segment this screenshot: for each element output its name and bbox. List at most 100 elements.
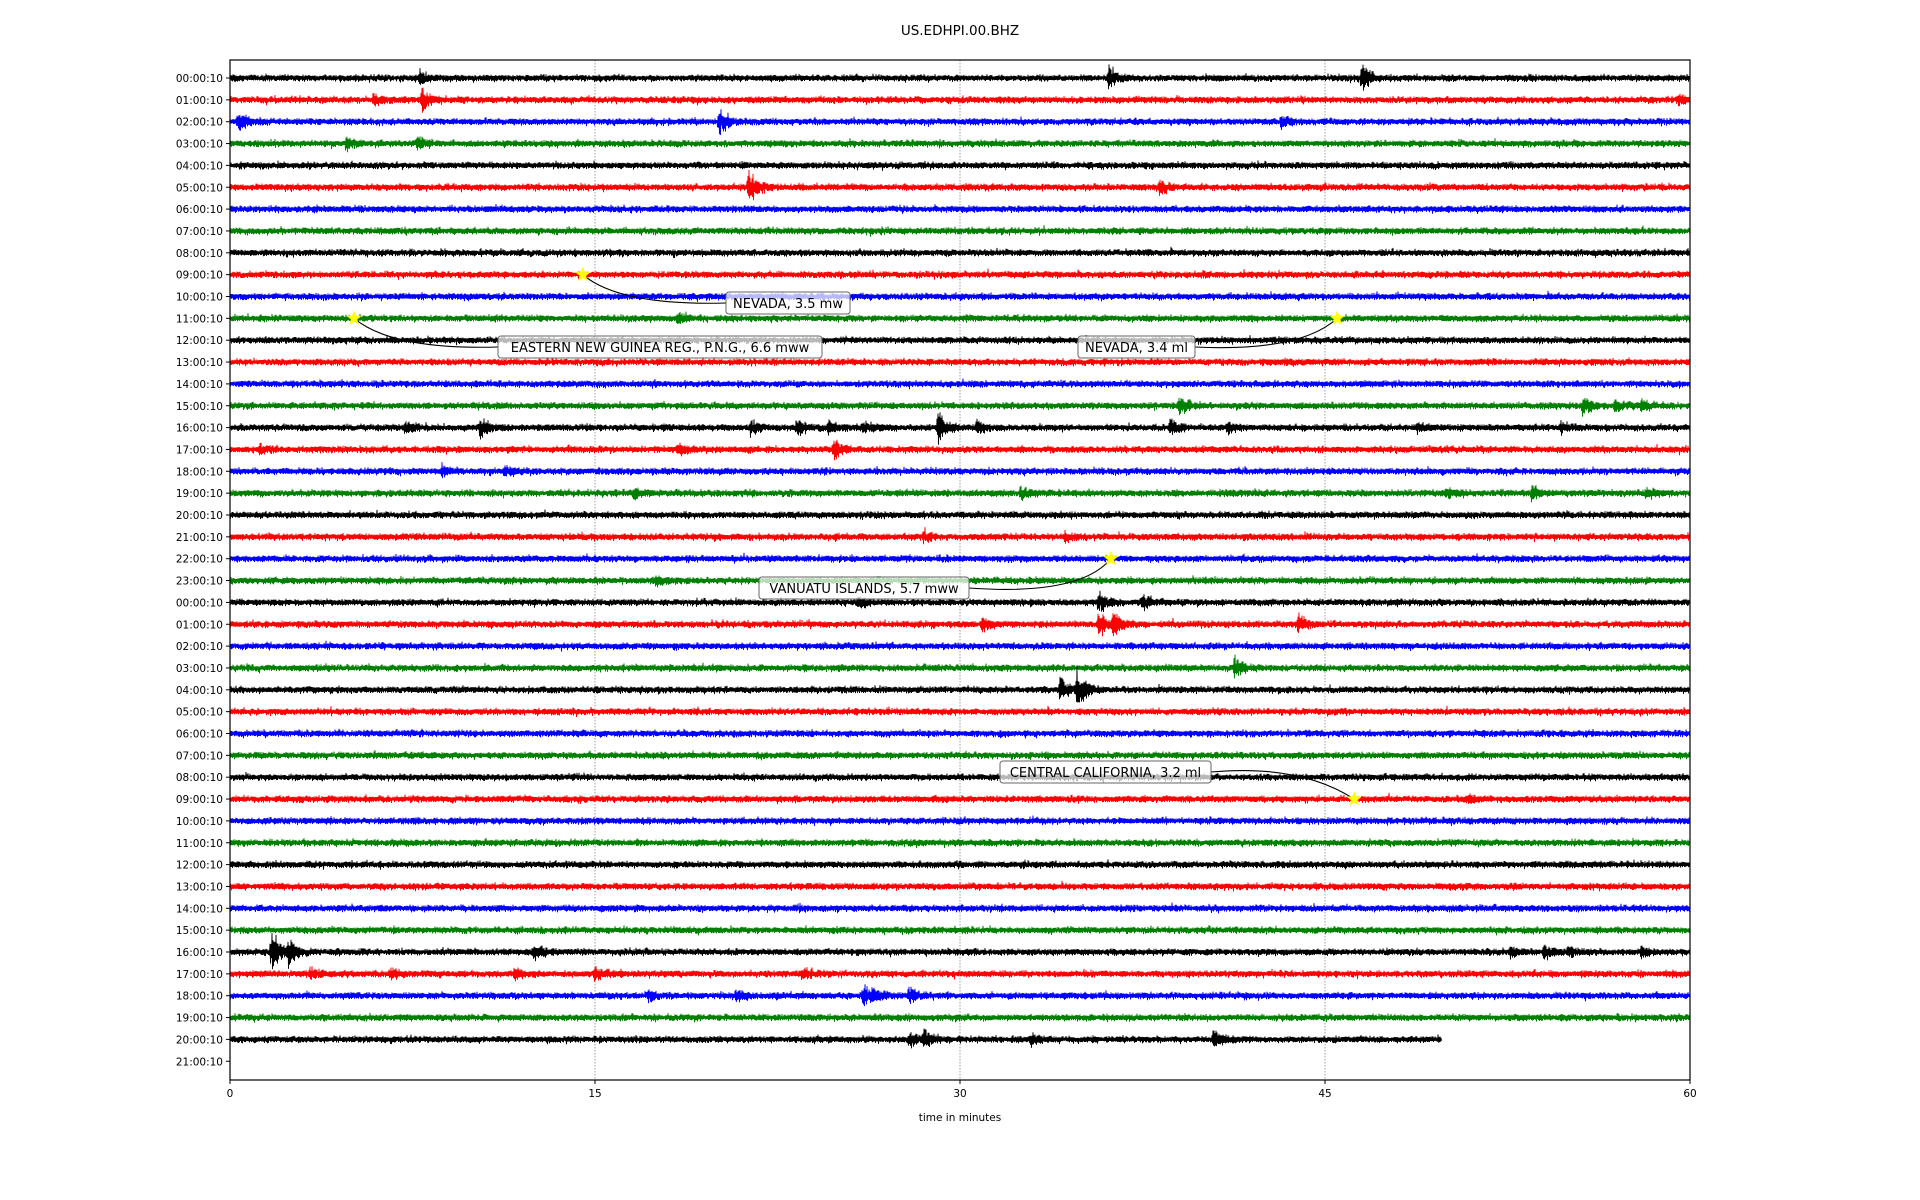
y-tick-label: 09:00:10 (176, 270, 223, 282)
y-tick-label: 08:00:10 (176, 248, 223, 260)
annotation-leader-line (968, 558, 1112, 590)
y-tick-label: 19:00:10 (176, 1013, 223, 1025)
event-annotation: NEVADA, 3.5 mw (575, 266, 851, 315)
y-tick-label: 18:00:10 (176, 466, 223, 478)
trace-row-10 (229, 290, 1691, 303)
chart-title: US.EDHPI.00.BHZ (901, 23, 1019, 39)
trace-row-25 (229, 612, 1691, 637)
y-tick-label: 17:00:10 (176, 969, 223, 981)
y-tick-label: 03:00:10 (176, 139, 223, 151)
annotation-label: CENTRAL CALIFORNIA, 3.2 ml (1010, 766, 1201, 781)
trace-row-18 (229, 462, 1691, 479)
trace-row-12 (229, 334, 1691, 346)
traces (229, 64, 1691, 1049)
trace-row-35 (229, 837, 1691, 849)
trace-row-16 (229, 412, 1691, 445)
y-tick-label: 02:00:10 (176, 117, 223, 129)
trace-row-9 (229, 268, 1691, 280)
trace-row-15 (229, 397, 1691, 417)
event-annotations: NEVADA, 3.5 mw EASTERN NEW GUINEA REG., P… (346, 266, 1362, 806)
trace-row-28 (229, 666, 1691, 703)
x-tick-label: 45 (1318, 1088, 1331, 1100)
y-tick-label: 13:00:10 (176, 357, 223, 369)
trace-row-41 (229, 966, 1691, 982)
trace-row-22 (229, 552, 1691, 564)
event-star-icon (1329, 310, 1345, 325)
trace-row-40 (229, 932, 1691, 970)
grid-lines (594, 60, 1326, 1080)
trace-row-5 (229, 169, 1691, 201)
y-tick-label: 03:00:10 (176, 663, 223, 675)
trace-row-44 (229, 1028, 1442, 1049)
trace-row-19 (229, 485, 1691, 503)
trace-row-20 (229, 509, 1691, 521)
annotation-box (999, 760, 1212, 784)
trace-row-8 (229, 246, 1691, 259)
trace-row-34 (229, 815, 1691, 827)
y-tick-label: 07:00:10 (176, 750, 223, 762)
y-tick-label: 00:00:10 (176, 73, 223, 85)
y-tick-label: 01:00:10 (176, 95, 223, 107)
y-tick-label: 05:00:10 (176, 707, 223, 719)
x-axis-label: time in minutes (919, 1112, 1001, 1124)
y-tick-label: 10:00:10 (176, 816, 223, 828)
y-tick-label: 20:00:10 (176, 1034, 223, 1046)
y-tick-label: 01:00:10 (176, 619, 223, 631)
y-tick-label: 08:00:10 (176, 772, 223, 784)
y-tick-label: 04:00:10 (176, 160, 223, 172)
y-tick-label: 07:00:10 (176, 226, 223, 238)
annotation-label: NEVADA, 3.4 ml (1085, 341, 1188, 356)
trace-row-37 (229, 880, 1691, 892)
annotation-label: NEVADA, 3.5 mw (733, 297, 843, 312)
trace-row-3 (229, 136, 1691, 153)
y-axis: 00:00:10 01:00:10 02:00:10 03:00:10 04:00:10… (176, 73, 230, 1068)
y-tick-label: 22:00:10 (176, 554, 223, 566)
y-tick-label: 11:00:10 (176, 838, 223, 850)
y-tick-label: 09:00:10 (176, 794, 223, 806)
annotation-leader-line (1194, 317, 1338, 349)
y-tick-label: 06:00:10 (176, 204, 223, 216)
trace-row-14 (229, 378, 1691, 390)
trace-row-13 (229, 356, 1691, 367)
event-annotation: CENTRAL CALIFORNIA, 3.2 ml (999, 760, 1362, 806)
trace-row-6 (229, 203, 1691, 214)
trace-row-0 (229, 64, 1691, 91)
y-tick-label: 13:00:10 (176, 881, 223, 893)
trace-row-11 (229, 311, 1691, 324)
trace-row-32 (229, 771, 1691, 783)
y-tick-label: 16:00:10 (176, 947, 223, 959)
y-tick-label: 21:00:10 (176, 1056, 223, 1068)
trace-row-39 (229, 924, 1691, 936)
y-tick-label: 11:00:10 (176, 313, 223, 325)
event-star-icon (575, 266, 591, 282)
y-tick-label: 23:00:10 (176, 576, 223, 588)
event-star-icon (346, 310, 362, 325)
x-axis: 0 15 30 45 60 (227, 1080, 1697, 1100)
trace-row-26 (229, 640, 1691, 652)
y-tick-label: 12:00:10 (176, 860, 223, 872)
trace-row-17 (229, 439, 1691, 461)
y-tick-label: 20:00:10 (176, 510, 223, 522)
event-star-icon (1103, 550, 1119, 566)
x-tick-label: 30 (953, 1088, 966, 1100)
y-tick-label: 21:00:10 (176, 532, 223, 544)
trace-row-33 (229, 792, 1691, 805)
y-tick-label: 15:00:10 (176, 401, 223, 413)
y-tick-label: 18:00:10 (176, 991, 223, 1003)
trace-row-24 (229, 590, 1691, 613)
trace-row-38 (229, 902, 1691, 914)
x-tick-label: 15 (588, 1088, 601, 1100)
y-tick-label: 19:00:10 (176, 488, 223, 500)
x-tick-label: 60 (1683, 1088, 1696, 1100)
trace-row-36 (229, 859, 1691, 870)
annotation-box (725, 291, 851, 315)
trace-row-2 (229, 109, 1691, 136)
trace-row-27 (229, 654, 1691, 679)
annotation-leader-line (1210, 770, 1355, 800)
annotation-box (1077, 335, 1196, 359)
annotation-leader-line (582, 274, 727, 304)
y-tick-label: 10:00:10 (176, 292, 223, 304)
x-tick-label: 0 (227, 1088, 234, 1100)
annotation-box (758, 576, 970, 600)
